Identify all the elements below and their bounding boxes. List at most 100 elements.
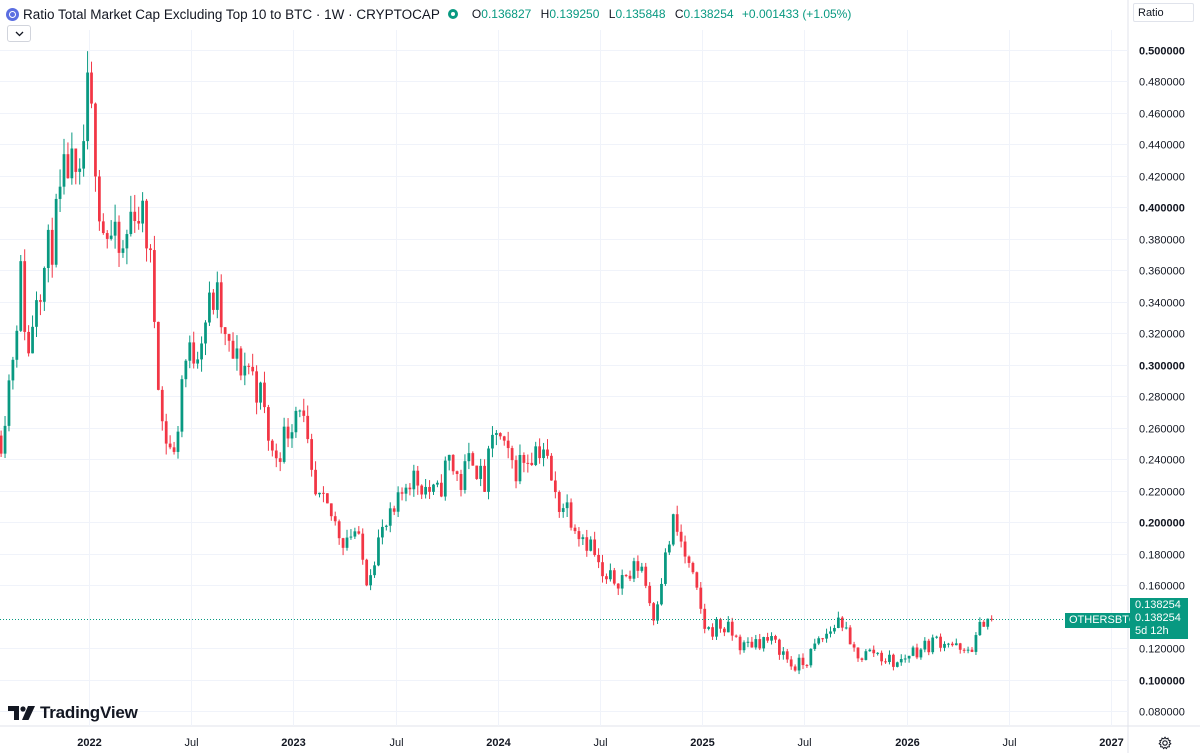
candle <box>467 442 471 470</box>
candle-body <box>950 643 954 646</box>
candle-body <box>267 407 270 441</box>
candle-body <box>392 508 396 512</box>
market-status-icon[interactable] <box>447 9 458 19</box>
candle-body <box>707 627 711 629</box>
candle-body <box>746 641 750 643</box>
candle <box>412 464 416 497</box>
candle-body <box>797 657 801 671</box>
candle <box>581 534 585 545</box>
candle <box>239 346 243 381</box>
close-value: 0.138254 <box>683 7 734 21</box>
candle <box>931 634 935 655</box>
candle-body <box>133 211 137 222</box>
candle-body <box>149 248 152 251</box>
candle <box>884 658 887 664</box>
candle <box>911 645 915 657</box>
candle-body <box>294 410 298 433</box>
candle <box>986 618 990 630</box>
candle <box>487 445 490 500</box>
tradingview-logo[interactable]: TradingView <box>8 703 138 723</box>
candle-body <box>290 432 294 439</box>
candle <box>211 288 215 315</box>
last-price-tag: 0.138254 0.138254 5d 12h <box>1130 598 1188 639</box>
candle <box>801 653 805 670</box>
candle-body <box>31 326 34 354</box>
candle <box>322 486 325 503</box>
candle <box>168 435 172 450</box>
candle-body <box>687 556 691 563</box>
candle <box>333 511 337 526</box>
candle <box>491 426 494 458</box>
candle <box>192 331 196 369</box>
candle-body <box>699 587 703 609</box>
chart-title[interactable]: Ratio Total Market Cap Excluding Top 10 … <box>23 6 440 22</box>
candle-body <box>907 655 911 659</box>
candle <box>506 431 510 459</box>
candle-body <box>184 360 188 380</box>
candle-body <box>719 619 722 629</box>
candle-body <box>109 235 113 239</box>
last-price-close: 0.138254 <box>1135 612 1181 624</box>
candle-body <box>664 552 667 584</box>
candle-body <box>125 234 129 249</box>
candle-body <box>895 662 899 667</box>
y-axis[interactable]: 0.500000 0.480000 0.460000 0.440000 0.420000… <box>1139 46 1185 719</box>
candle-body <box>550 455 553 481</box>
gear-icon[interactable] <box>1158 736 1172 750</box>
candle-body <box>734 635 738 637</box>
candle-body <box>325 493 329 504</box>
candle-body <box>573 527 577 532</box>
candle-body <box>844 627 848 629</box>
candle-body <box>23 261 27 332</box>
candle-body <box>589 539 593 551</box>
candle <box>298 409 302 418</box>
candle <box>895 661 899 668</box>
candle-body <box>0 435 3 454</box>
candle <box>640 562 644 573</box>
candle <box>141 192 144 233</box>
candle <box>341 537 345 556</box>
candle <box>876 652 880 656</box>
candle-body <box>35 300 38 327</box>
candle-body <box>310 439 314 470</box>
candle-body <box>632 561 636 579</box>
candle <box>200 336 203 372</box>
candle <box>381 519 384 545</box>
candle-body <box>652 603 655 621</box>
candle-body <box>443 460 447 497</box>
candle <box>74 148 78 185</box>
candle-body <box>911 647 915 656</box>
candle-body <box>856 647 860 659</box>
candle-body <box>711 627 714 637</box>
candle-body <box>978 621 982 636</box>
candle <box>180 375 184 438</box>
candle <box>821 637 825 643</box>
candle <box>679 524 683 548</box>
candle <box>514 455 518 489</box>
candle <box>219 274 223 334</box>
scale-mode-button[interactable]: Ratio <box>1133 3 1194 22</box>
candle <box>105 230 109 249</box>
candle <box>502 435 506 446</box>
candle <box>762 636 766 652</box>
collapse-legend-button[interactable] <box>7 25 31 42</box>
candle-body <box>758 639 762 649</box>
x-tick-label: 2027 <box>1099 737 1123 749</box>
candle <box>774 634 777 644</box>
x-axis[interactable]: 2022 Jul 2023 Jul 2024 Jul 2025 Jul 2026 Jul 2027 <box>77 737 1123 749</box>
candle-body <box>605 576 608 580</box>
candle-body <box>852 644 856 648</box>
candle <box>683 535 687 564</box>
candle-body <box>255 371 258 403</box>
candle-body <box>86 72 89 142</box>
candle-body <box>577 531 581 540</box>
candle <box>447 454 451 471</box>
candle-body <box>94 103 97 177</box>
candle-body <box>805 665 809 667</box>
candle-body <box>644 566 648 586</box>
candle <box>94 102 97 192</box>
candle <box>361 528 365 565</box>
candle-body <box>840 617 844 628</box>
candle-body <box>341 538 345 548</box>
